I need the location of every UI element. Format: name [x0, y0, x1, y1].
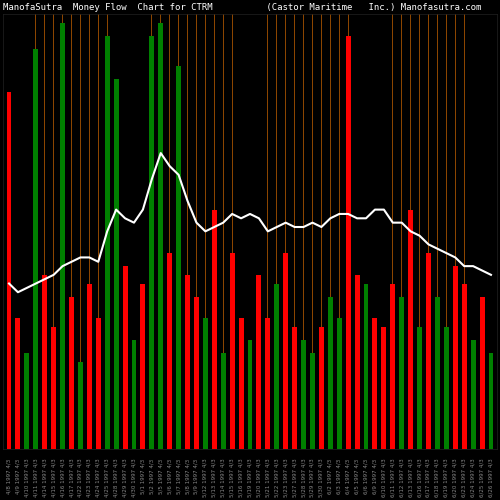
Bar: [212, 210, 217, 449]
Bar: [400, 296, 404, 449]
Bar: [419, 14, 420, 449]
Bar: [435, 296, 440, 449]
Bar: [24, 353, 29, 449]
Bar: [346, 36, 350, 449]
Bar: [462, 284, 466, 449]
Bar: [194, 296, 199, 449]
Bar: [140, 284, 145, 449]
Bar: [60, 22, 65, 449]
Bar: [71, 14, 72, 449]
Bar: [266, 318, 270, 449]
Bar: [196, 14, 197, 449]
Bar: [107, 14, 108, 449]
Bar: [16, 318, 20, 449]
Bar: [301, 340, 306, 449]
Bar: [490, 14, 492, 449]
Bar: [104, 36, 110, 449]
Bar: [8, 14, 10, 449]
Bar: [354, 275, 360, 449]
Bar: [176, 66, 181, 449]
Bar: [240, 14, 242, 449]
Bar: [312, 14, 313, 449]
Bar: [473, 14, 474, 449]
Bar: [453, 266, 458, 449]
Bar: [150, 36, 154, 449]
Bar: [62, 14, 63, 449]
Bar: [248, 340, 252, 449]
Bar: [87, 284, 92, 449]
Bar: [80, 14, 81, 449]
Bar: [223, 14, 224, 449]
Bar: [364, 284, 368, 449]
Bar: [178, 14, 179, 449]
Bar: [392, 14, 393, 449]
Bar: [89, 14, 90, 449]
Bar: [410, 14, 411, 449]
Bar: [132, 340, 136, 449]
Bar: [374, 14, 376, 449]
Bar: [42, 275, 47, 449]
Bar: [203, 318, 208, 449]
Bar: [428, 14, 429, 449]
Bar: [480, 296, 484, 449]
Bar: [142, 14, 144, 449]
Bar: [258, 14, 260, 449]
Bar: [488, 353, 494, 449]
Bar: [303, 14, 304, 449]
Bar: [26, 14, 27, 449]
Bar: [426, 253, 431, 449]
Bar: [444, 327, 449, 449]
Bar: [390, 284, 396, 449]
Bar: [339, 14, 340, 449]
Bar: [294, 14, 295, 449]
Bar: [372, 318, 378, 449]
Bar: [69, 296, 74, 449]
Bar: [238, 318, 244, 449]
Bar: [78, 362, 83, 449]
Bar: [319, 327, 324, 449]
Bar: [276, 14, 277, 449]
Bar: [455, 14, 456, 449]
Bar: [114, 79, 118, 449]
Bar: [96, 318, 100, 449]
Bar: [185, 275, 190, 449]
Bar: [337, 318, 342, 449]
Bar: [34, 48, 38, 449]
Bar: [256, 275, 262, 449]
Bar: [167, 253, 172, 449]
Bar: [283, 253, 288, 449]
Bar: [356, 14, 358, 449]
Bar: [321, 14, 322, 449]
Bar: [124, 14, 126, 449]
Bar: [158, 22, 163, 449]
Bar: [187, 14, 188, 449]
Text: ManofaSutra  Money Flow  Chart for CTRM          (Castor Maritime   Inc.) Manofa: ManofaSutra Money Flow Chart for CTRM (C…: [3, 3, 481, 12]
Bar: [274, 284, 279, 449]
Bar: [51, 327, 56, 449]
Bar: [470, 340, 476, 449]
Bar: [44, 14, 45, 449]
Bar: [292, 327, 297, 449]
Bar: [122, 266, 128, 449]
Bar: [417, 327, 422, 449]
Bar: [230, 253, 234, 449]
Bar: [310, 353, 315, 449]
Bar: [408, 210, 413, 449]
Bar: [437, 14, 438, 449]
Bar: [328, 296, 333, 449]
Bar: [382, 327, 386, 449]
Bar: [205, 14, 206, 449]
Bar: [6, 92, 12, 449]
Bar: [221, 353, 226, 449]
Bar: [160, 14, 161, 449]
